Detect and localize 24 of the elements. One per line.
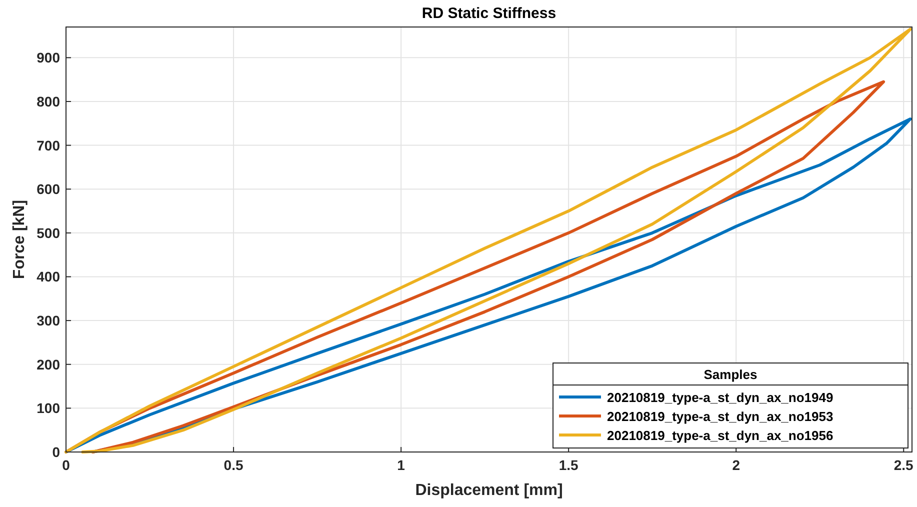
x-tick-label: 2 (732, 457, 740, 473)
x-axis-title: Displacement [mm] (415, 482, 563, 499)
line-series (64, 28, 912, 454)
y-tick-label: 600 (36, 181, 60, 198)
y-tick-label: 200 (36, 356, 60, 372)
y-tick-label: 300 (36, 312, 60, 329)
x-tick-label: 1 (397, 457, 406, 473)
x-tick-label: 0.5 (224, 457, 244, 473)
y-tick-label: 900 (36, 50, 60, 66)
y-tick-label: 100 (36, 400, 60, 416)
legend-title: Samples (704, 367, 758, 382)
x-tick-label: 1.5 (558, 457, 579, 473)
y-tick-label: 0 (52, 444, 60, 460)
y-tick-label: 700 (36, 137, 60, 154)
y-tick-label: 500 (36, 224, 60, 241)
y-tick-label: 800 (36, 93, 60, 110)
x-tick-label: 0 (62, 457, 70, 473)
legend-label: 20210819_type-a_st_dyn_ax_no1956 (607, 428, 834, 443)
y-tick-label: 400 (36, 268, 60, 285)
legend-label: 20210819_type-a_st_dyn_ax_no1953 (607, 409, 834, 424)
legend-label: 20210819_type-a_st_dyn_ax_no1949 (607, 390, 834, 405)
x-tick-label: 2.5 (894, 457, 914, 473)
chart-title: RD Static Stiffness (422, 5, 556, 22)
y-axis-title: Force [kN] (11, 200, 28, 280)
